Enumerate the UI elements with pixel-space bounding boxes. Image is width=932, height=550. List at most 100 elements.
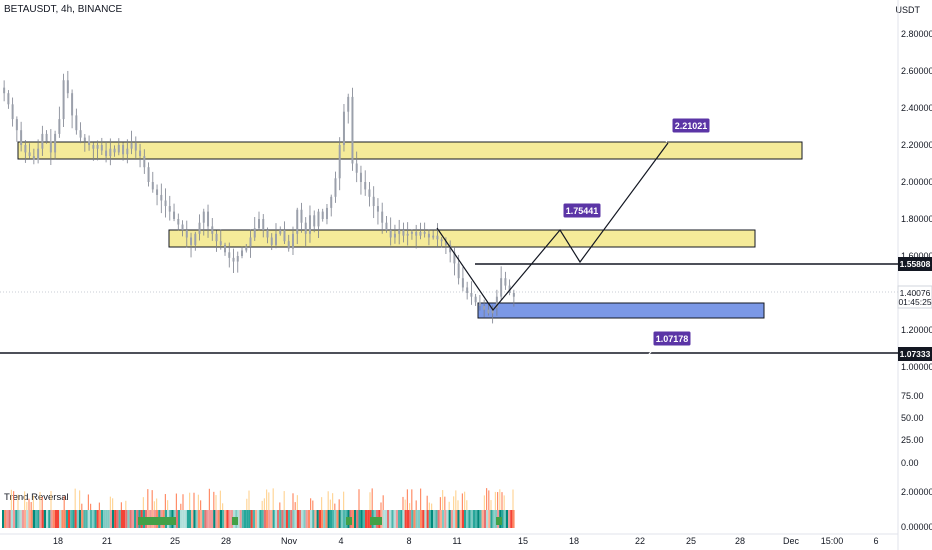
indicator-spike (512, 489, 514, 510)
indicator-bar (182, 510, 185, 528)
indicator-spike (10, 489, 12, 510)
candle (249, 229, 252, 258)
price-tick-label: 1.60000 (901, 251, 932, 261)
indicator-bar (413, 510, 416, 528)
indicator-bar (505, 510, 508, 528)
indicator-spike (13, 491, 15, 510)
indicator-bar (314, 510, 317, 528)
indicator-bar (255, 510, 258, 528)
indicator-bar (68, 510, 71, 528)
candle (126, 139, 129, 164)
indicator-bar (402, 510, 405, 528)
candle-body (15, 119, 18, 131)
candle (113, 145, 116, 157)
candle-body (236, 256, 239, 262)
candle-body (7, 93, 10, 105)
indicator-bar (468, 510, 471, 528)
indicator-title[interactable]: Trend Reversal (4, 492, 69, 503)
indicator-bar (125, 510, 128, 528)
indicator-bar (296, 510, 299, 528)
indicator-bar (103, 510, 106, 528)
candle (393, 224, 396, 244)
candle (24, 139, 27, 163)
candle (151, 171, 154, 193)
indicator-spike (153, 501, 155, 510)
indicator-bar (321, 510, 324, 528)
date-tick-label: Nov (281, 536, 298, 546)
date-tick-label: 28 (221, 536, 231, 546)
indicator-bar (453, 510, 456, 528)
candle (58, 106, 61, 138)
symbol-title[interactable]: BETAUSDT, 4h, BINANCE (4, 4, 123, 15)
current-price-bg (897, 285, 932, 309)
indicator-bar (316, 510, 319, 528)
candle-body (253, 228, 256, 238)
indicator-spike (499, 489, 501, 510)
candle (3, 80, 6, 102)
candle (245, 243, 248, 253)
indicator-bar (230, 510, 233, 528)
indicator-spike (382, 495, 384, 510)
indicator-bar (459, 510, 462, 528)
indicator-bar (501, 510, 504, 528)
indicator-bar (283, 510, 286, 528)
indicator-spike (263, 498, 265, 510)
indicator-bar (294, 510, 297, 528)
candle-body (415, 231, 418, 236)
indicator-bar (219, 510, 222, 528)
indicator-bar (391, 510, 394, 528)
indicator-bar (94, 510, 97, 528)
price-tag: 1.07333 (898, 347, 932, 361)
callout-box (671, 117, 711, 134)
indicator-bar (325, 510, 328, 528)
candle-body (313, 215, 316, 227)
candle-body (410, 231, 413, 234)
indicator-spike (420, 488, 422, 510)
indicator-bar (52, 510, 55, 528)
indicator-bar (178, 510, 181, 528)
indicator-bar (81, 510, 84, 528)
indicator-bar (323, 510, 326, 528)
indicator-bar (404, 510, 407, 528)
candle-body (500, 278, 503, 297)
candle (134, 136, 137, 158)
candle (168, 195, 171, 221)
indicator-bar (46, 510, 49, 528)
indicator-bar (70, 510, 73, 528)
indicator-bar (457, 510, 460, 528)
indicator-bar (17, 510, 20, 528)
indicator-spike (120, 502, 122, 510)
callout-pointer (665, 132, 677, 143)
indicator-bar (343, 510, 346, 528)
indicator-bar (305, 510, 308, 528)
candle-body (504, 278, 507, 286)
candle (487, 304, 490, 316)
indicator-green-segment (138, 517, 176, 525)
candle-body (381, 211, 384, 223)
candle-body (151, 182, 154, 190)
indicator-spike (439, 497, 441, 510)
price-callout: 1.07178 (647, 330, 692, 356)
candle-body (241, 250, 244, 256)
indicator-bar (422, 510, 425, 528)
indicator-bar (395, 510, 398, 528)
callout-pointer (559, 217, 568, 229)
candle-body (359, 172, 362, 182)
candle-body (79, 130, 82, 138)
indicator-bar (250, 510, 253, 528)
indicator-spike (268, 492, 270, 510)
date-tick-label: 18 (53, 536, 63, 546)
indicator-bar (470, 510, 473, 528)
candle-body (24, 145, 27, 153)
candle (461, 267, 464, 292)
candle-body (156, 189, 159, 195)
price-callout: 1.75441 (559, 202, 602, 229)
candle (194, 231, 197, 251)
indicator-bar (96, 510, 99, 528)
indicator-spike (215, 495, 217, 510)
indicator-tick-label: 2.00000 (901, 487, 932, 497)
indicator-spike (151, 490, 153, 510)
support-zone (477, 302, 765, 319)
candle-body (249, 237, 252, 247)
